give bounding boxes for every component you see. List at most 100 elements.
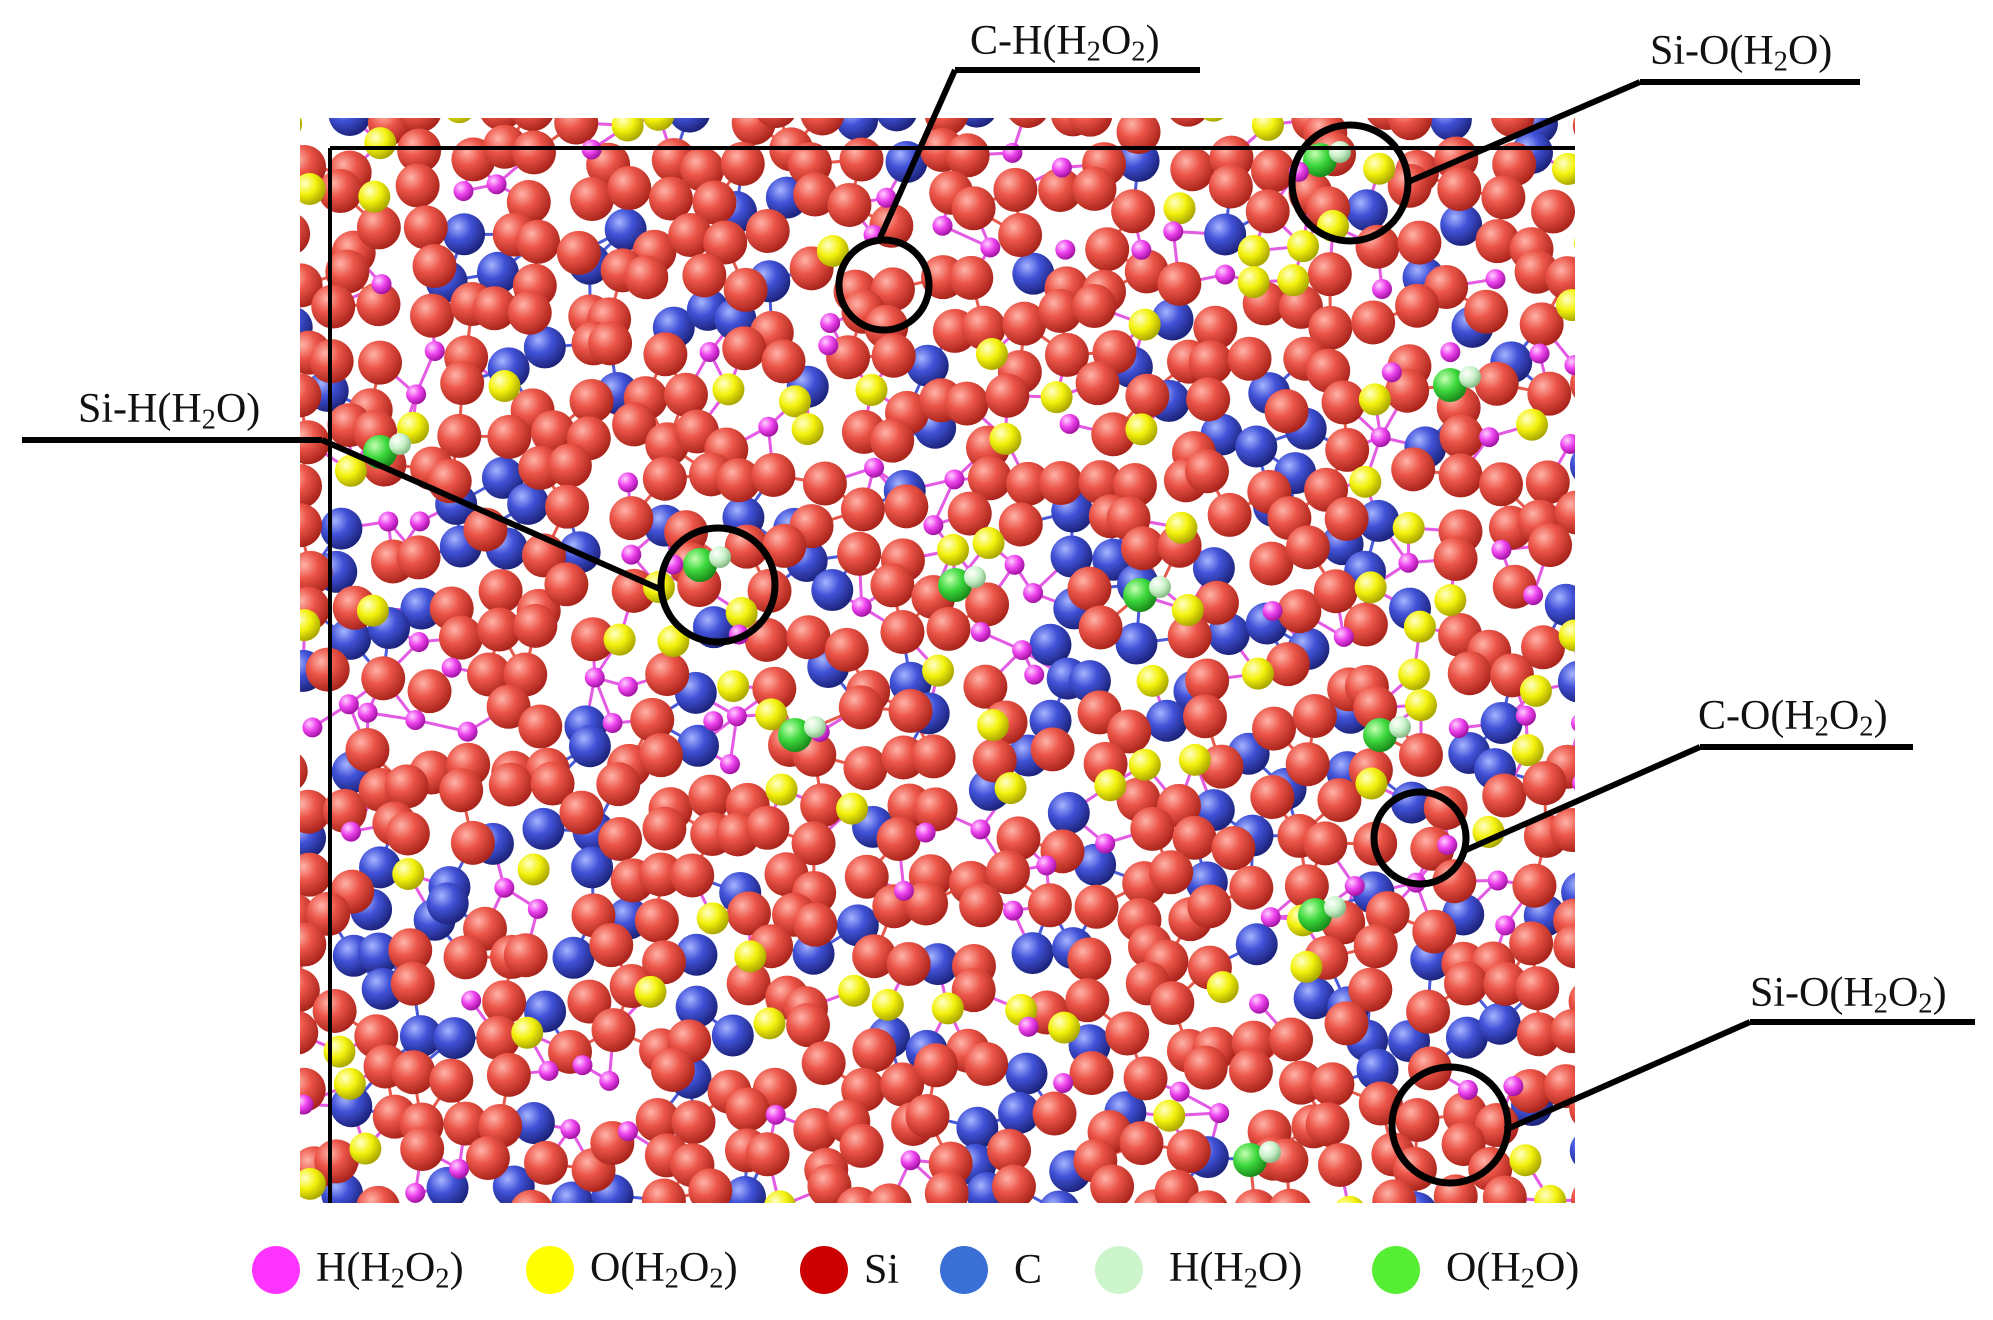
si-atom <box>547 443 592 488</box>
o-h2o2-atom <box>1551 152 1575 185</box>
si-atom <box>1432 859 1477 904</box>
si-atom <box>1067 566 1112 611</box>
si-atom <box>722 326 767 371</box>
h-h2o2-atom <box>357 702 378 723</box>
si-atom <box>965 582 1010 627</box>
si-atom <box>802 461 847 506</box>
highlight-circle-si-o-h2o <box>1288 121 1412 245</box>
si-atom <box>801 1041 846 1086</box>
si-atom <box>924 1171 969 1203</box>
h-h2o2-atom <box>1012 640 1033 661</box>
si-atom <box>466 652 511 697</box>
si-atom <box>384 764 429 809</box>
si-atom <box>642 456 687 501</box>
si-atom <box>1211 826 1256 871</box>
o-h2o2-atom <box>1171 594 1204 627</box>
si-atom <box>439 768 484 813</box>
h-h2o2-atom <box>453 181 474 202</box>
h-h2o2-atom <box>1582 549 1602 569</box>
si-atom <box>478 569 523 614</box>
si-atom <box>951 968 996 1013</box>
si-atom <box>1154 1169 1199 1203</box>
h-h2o2-atom <box>1571 715 1575 732</box>
bond <box>659 112 690 115</box>
si-atom <box>926 606 971 651</box>
si-atom <box>720 141 765 186</box>
c-atom <box>523 326 566 369</box>
si-atom <box>967 456 1012 501</box>
si-atom <box>635 1098 680 1143</box>
si-atom <box>876 816 921 861</box>
si-atom <box>1091 412 1136 457</box>
si-atom <box>1571 1187 1575 1203</box>
si-atom <box>1183 694 1228 739</box>
si-atom <box>1107 709 1152 754</box>
si-atom <box>963 664 1008 709</box>
si-atom <box>852 934 897 979</box>
c-atom <box>426 882 469 925</box>
si-atom <box>513 603 558 648</box>
c-atom <box>1357 499 1400 542</box>
si-atom <box>1522 761 1567 806</box>
si-atom <box>1068 118 1113 137</box>
bond <box>776 106 823 113</box>
atom-spheres <box>300 118 1602 1203</box>
o-h2o2-atom <box>300 1167 326 1200</box>
si-atom <box>477 607 522 652</box>
si-atom <box>396 535 441 580</box>
si-atom <box>904 881 949 926</box>
h-h2o2-atom <box>341 821 362 842</box>
bond <box>296 990 298 1032</box>
h-h2o2-atom <box>758 416 779 437</box>
si-atom <box>1531 189 1575 234</box>
si-atom <box>312 988 357 1033</box>
c-atom <box>1445 1016 1488 1059</box>
si-atom <box>913 1043 958 1088</box>
o-h2o2-atom <box>488 370 521 403</box>
si-atom <box>1038 461 1083 506</box>
si-atom <box>1482 1175 1527 1203</box>
si-atom <box>1439 414 1484 459</box>
h-h2o2-atom <box>1333 626 1354 647</box>
si-atom <box>1521 625 1566 670</box>
o-h2o2-atom <box>717 670 750 703</box>
h-h2o2-atom <box>560 1119 581 1140</box>
h-h2o-atom <box>709 546 731 568</box>
si-atom <box>641 1178 686 1203</box>
c-atom <box>723 1176 766 1203</box>
si-atom <box>1325 427 1370 472</box>
si-atom <box>569 177 614 222</box>
o-h2o2-atom <box>1555 289 1575 322</box>
o-h2o2-atom <box>816 234 849 267</box>
si-atom <box>1550 1009 1575 1054</box>
si-atom <box>1044 332 1089 377</box>
si-atom <box>588 321 633 366</box>
o-h2o2-atom <box>1509 1144 1542 1177</box>
si-atom <box>300 789 331 834</box>
si-atom <box>1516 1012 1561 1057</box>
si-atom <box>1515 966 1560 1011</box>
si-atom <box>1512 863 1557 908</box>
si-atom <box>429 1058 474 1103</box>
si-atom <box>1292 693 1337 738</box>
o-h2o2-atom <box>1472 815 1505 848</box>
h-h2o-atom <box>1389 716 1411 738</box>
h-h2o2-atom <box>424 341 445 362</box>
si-atom <box>403 205 448 250</box>
si-atom <box>1006 461 1051 506</box>
c-atom <box>959 118 995 128</box>
c-atom <box>1115 622 1158 665</box>
o-h2o2-atom <box>1398 658 1431 691</box>
h-h2o-atom <box>1459 366 1481 388</box>
si-atom <box>1186 377 1231 422</box>
si-atom <box>752 666 797 711</box>
si-atom <box>1207 492 1252 537</box>
si-atom <box>786 615 831 660</box>
o-h2o-atom <box>1123 578 1157 612</box>
c-atom <box>1151 298 1194 341</box>
o-h2o2-atom <box>1287 230 1320 263</box>
c-atom <box>1040 1190 1079 1203</box>
si-atom <box>991 1164 1036 1203</box>
c-atom <box>1204 213 1247 256</box>
si-atom <box>391 1050 436 1095</box>
